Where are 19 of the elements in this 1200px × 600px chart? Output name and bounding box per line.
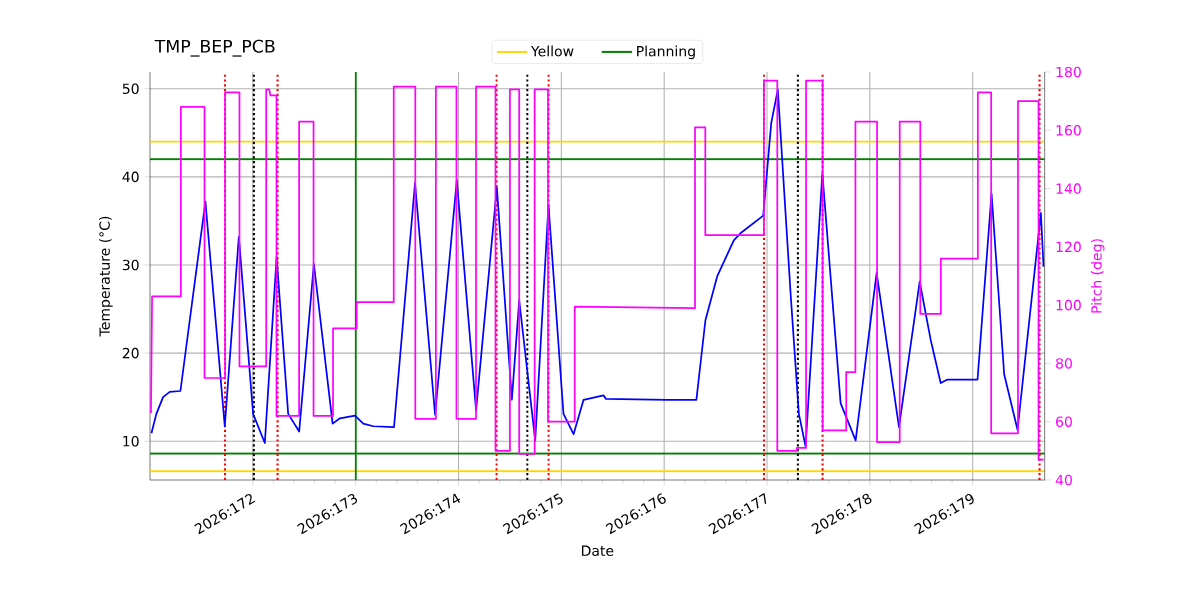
y-tick-label: 50: [122, 83, 139, 95]
y-axis-title: Temperature (°C): [99, 216, 113, 337]
y-tick-label: 20: [122, 347, 139, 359]
legend-label: Planning: [637, 45, 695, 60]
chart-title: TMP_BEP_PCB: [154, 39, 275, 57]
y2-tick-label: 100: [1056, 299, 1081, 311]
y2-tick-label: 60: [1056, 416, 1072, 427]
y2-axis-title: Pitch (deg): [1090, 239, 1105, 313]
y2-tick-label: 140: [1056, 183, 1081, 194]
y2-tick-label: 180: [1056, 66, 1081, 78]
y2-tick-label: 80: [1056, 358, 1072, 369]
y2-tick-label: 40: [1055, 474, 1072, 486]
y2-tick-label: 120: [1056, 241, 1081, 253]
legend-label: Yellow: [530, 45, 574, 57]
y-tick-label: 40: [122, 171, 139, 183]
y-tick-label: 10: [123, 435, 139, 447]
y2-tick-label: 160: [1056, 124, 1081, 136]
x-axis-title: Date: [581, 545, 614, 556]
y-tick-label: 30: [122, 259, 139, 271]
